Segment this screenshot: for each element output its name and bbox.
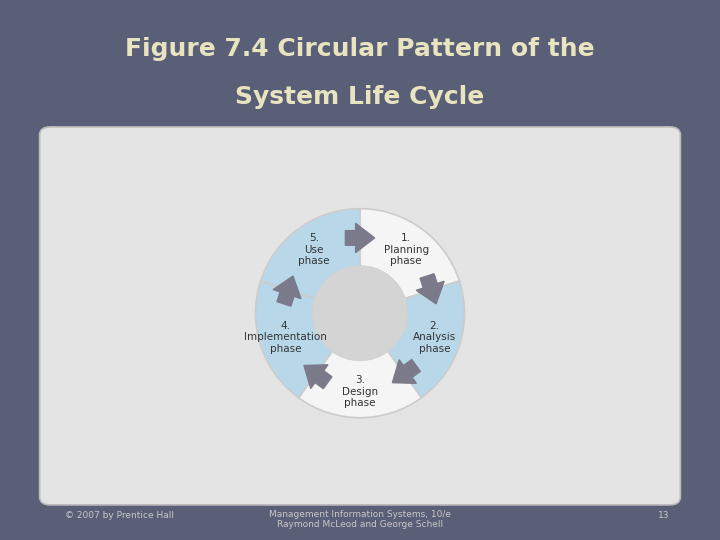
FancyArrow shape	[273, 276, 301, 306]
Wedge shape	[299, 351, 421, 418]
FancyArrow shape	[392, 360, 420, 383]
FancyArrow shape	[304, 365, 332, 389]
Text: Management Information Systems, 10/e
Raymond McLeod and George Schell: Management Information Systems, 10/e Ray…	[269, 510, 451, 529]
Text: 4.
Implementation
phase: 4. Implementation phase	[244, 321, 327, 354]
Wedge shape	[256, 281, 333, 398]
Text: 13: 13	[658, 511, 670, 520]
Text: System Life Cycle: System Life Cycle	[235, 85, 485, 109]
Text: 2.
Analysis
phase: 2. Analysis phase	[413, 321, 456, 354]
Wedge shape	[261, 208, 360, 299]
Circle shape	[313, 266, 407, 360]
FancyBboxPatch shape	[40, 127, 680, 505]
Text: 1.
Planning
phase: 1. Planning phase	[384, 233, 428, 266]
Wedge shape	[387, 281, 464, 398]
Text: © 2007 by Prentice Hall: © 2007 by Prentice Hall	[65, 511, 174, 520]
Text: Figure 7.4 Circular Pattern of the: Figure 7.4 Circular Pattern of the	[125, 37, 595, 60]
Text: 5.
Use
phase: 5. Use phase	[298, 233, 330, 266]
FancyArrow shape	[346, 224, 374, 253]
Text: 3.
Design
phase: 3. Design phase	[342, 375, 378, 408]
FancyArrow shape	[416, 274, 444, 304]
Wedge shape	[360, 208, 459, 299]
